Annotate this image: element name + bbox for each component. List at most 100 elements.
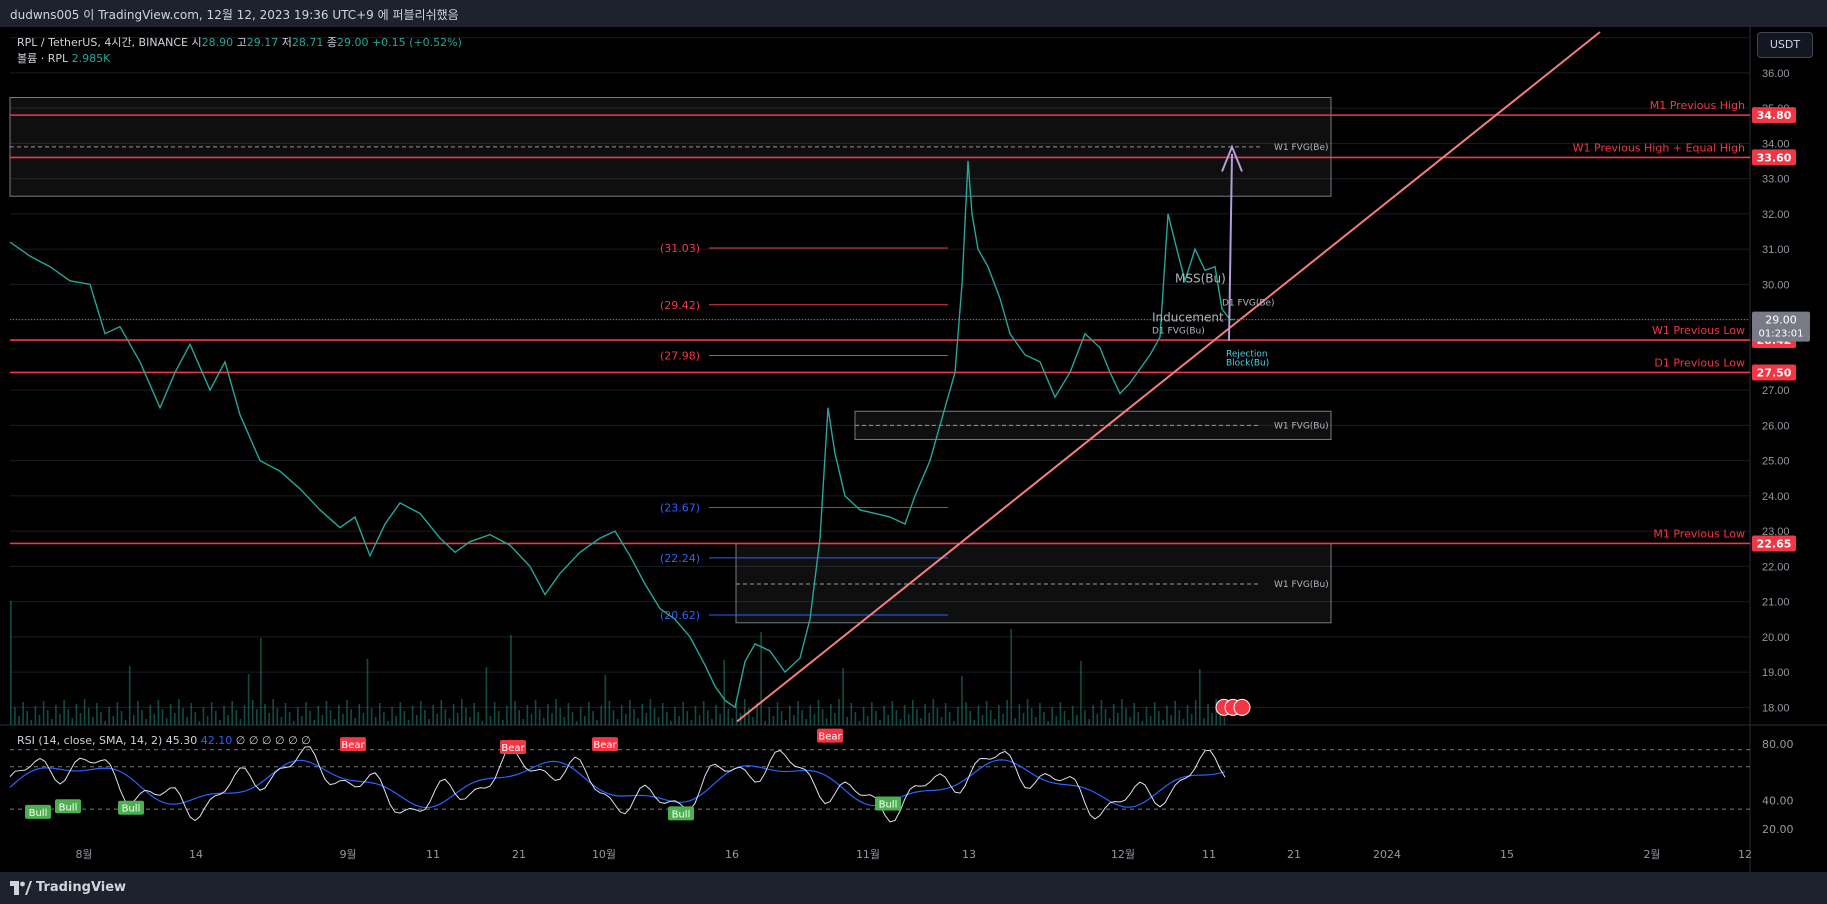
volume-bar [264,704,266,725]
volume-bar [1166,706,1168,725]
volume-bar [871,702,873,725]
level-label: W1 Previous High + Equal High [1573,141,1745,154]
volume-bar [104,721,106,725]
close-label: 종 [326,36,337,49]
time-tick-label: 11 [1202,848,1216,861]
volume-bar [268,713,270,725]
volume-bar [169,704,172,725]
volume-bar [116,702,119,725]
rsi-signal-badge: Bull [875,796,901,811]
volume-bar [1170,715,1172,725]
level-label: M1 Previous High [1650,99,1745,112]
volume-bar [276,708,279,725]
volume-bar [764,721,766,725]
volume-bar [215,711,217,725]
volume-bar [936,708,939,725]
volume-bar [690,720,693,725]
volume-bar [1153,702,1156,725]
volume-bar [493,702,496,725]
volume-bar [174,713,176,725]
volume-bar [182,708,184,725]
volume-bar [612,710,615,725]
current-price-tag [1752,311,1810,342]
volume-bar [247,674,250,725]
volume-bar [1223,717,1226,725]
high-value: 29.17 [246,36,279,49]
volume-bar [1100,700,1103,725]
volume-bar [342,714,344,725]
volume-bar [723,660,725,725]
volume-bar [362,713,365,725]
volume-bar [1162,720,1164,725]
tradingview-logo-icon [10,881,32,895]
volume-bar [1055,716,1058,725]
volume-bar [838,699,840,725]
volume-bar [1186,705,1189,725]
volume-bar [1035,717,1037,725]
smc-label: Block(Bu) [1226,358,1269,368]
volume-bar [251,700,254,725]
rsi-signal-badge: Bear [340,737,366,752]
rsi-badge-text: Bear [818,732,842,743]
volume-bar [973,720,976,725]
volume-bar [846,717,848,725]
volume-legend: 볼륨 · RPL 2.985K [17,50,110,66]
volume-bar [387,721,389,725]
volume-bar [538,709,541,725]
time-tick-label: 16 [725,848,739,861]
volume-bar [518,710,520,725]
volume-bar [674,707,676,725]
countdown-text: 01:23:01 [1759,329,1804,340]
volume-bar [928,713,930,725]
volume-bar [1018,704,1021,725]
volume-bar [280,717,283,725]
price-tick-label: 20.00 [1762,632,1790,644]
volume-bar [887,715,889,725]
volume-bar [502,720,504,725]
time-tick-label: 15 [1500,848,1514,861]
volume-bar [1039,703,1041,725]
volume-bar [34,706,37,725]
volume-bar [698,715,701,725]
volume-bar [748,708,750,725]
volume-bar [1002,714,1004,725]
volume-label: 볼륨 · RPL [17,52,69,65]
volume-bar [842,668,844,725]
fvg-label: W1 FVG(Be) [1274,143,1329,153]
volume-bar [969,711,971,725]
volume-bar [510,635,512,725]
close-value: 29.00 [336,36,369,49]
low-value: 28.71 [291,36,324,49]
symbol-line: RPL / TetherUS, 4시간, BINANCE [17,36,188,49]
rsi-badge-text: Bear [501,743,525,754]
volume-bar [338,705,340,725]
volume-bar [588,702,590,725]
time-tick-label: 12 [1738,848,1752,861]
price-tick-label: 21.00 [1762,597,1790,609]
volume-bar [292,721,295,725]
volume-bar [571,712,574,725]
volume-bar [768,707,771,725]
level-price-tag-text: 34.80 [1757,109,1792,122]
volume-bar [63,700,65,725]
volume-bar [637,718,639,725]
volume-bar [891,701,894,725]
volume-bar [616,719,619,725]
volume-bar [288,712,291,725]
volume-bar [227,715,229,725]
symbol-legend: RPL / TetherUS, 4시간, BINANCE 시28.90 고29.… [17,34,462,50]
fvg-label: W1 FVG(Bu) [1274,421,1329,431]
volume-bar [1133,703,1135,725]
fvg-zone [735,542,1332,624]
volume-bar [165,718,168,725]
volume-bar [223,706,225,725]
chart-area[interactable]: 18.00 19.00 20.00 21.00 22.00 23.00 24.00 25.00… [0,27,1827,872]
rsi-badge-bg [668,806,694,821]
rsi-ma-value: 42.10 [200,734,233,747]
volume-bar [71,718,74,725]
volume-bar [346,700,348,725]
volume-bar [592,711,594,725]
currency-button[interactable]: USDT [1757,32,1813,58]
volume-bar [641,704,643,725]
volume-bar [1026,699,1029,725]
